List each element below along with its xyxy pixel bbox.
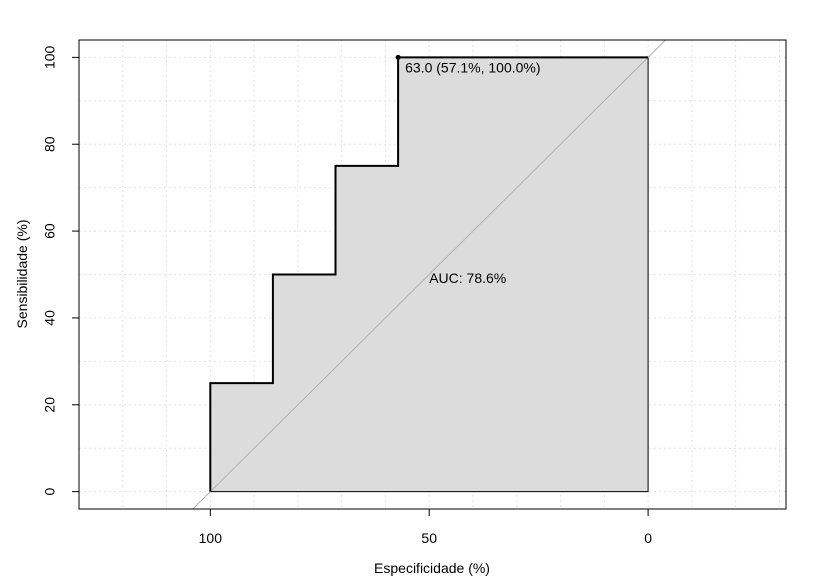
reference-diagonal (192, 40, 667, 509)
y-tick-label: 0 (42, 488, 58, 496)
x-axis-title: Especificidade (%) (374, 560, 490, 576)
best-threshold-point (395, 54, 401, 60)
y-tick-label: 80 (42, 136, 58, 152)
roc-curve-line (209, 56, 649, 492)
auc-label: AUC: 78.6% (429, 270, 506, 286)
x-tick-label: 50 (421, 530, 437, 546)
x-tick-label: 100 (199, 530, 223, 546)
y-axis-title: Sensibilidade (%) (14, 220, 30, 329)
y-tick-label: 100 (42, 45, 58, 69)
y-tick-label: 60 (42, 223, 58, 239)
y-axis: 0 20 40 60 80 100 (42, 45, 80, 496)
y-tick-label: 20 (42, 397, 58, 413)
x-axis: 100 50 0 (199, 508, 652, 546)
x-tick-label: 0 (644, 530, 652, 546)
best-threshold-label: 63.0 (57.1%, 100.0%) (405, 59, 540, 75)
y-tick-label: 40 (42, 310, 58, 326)
